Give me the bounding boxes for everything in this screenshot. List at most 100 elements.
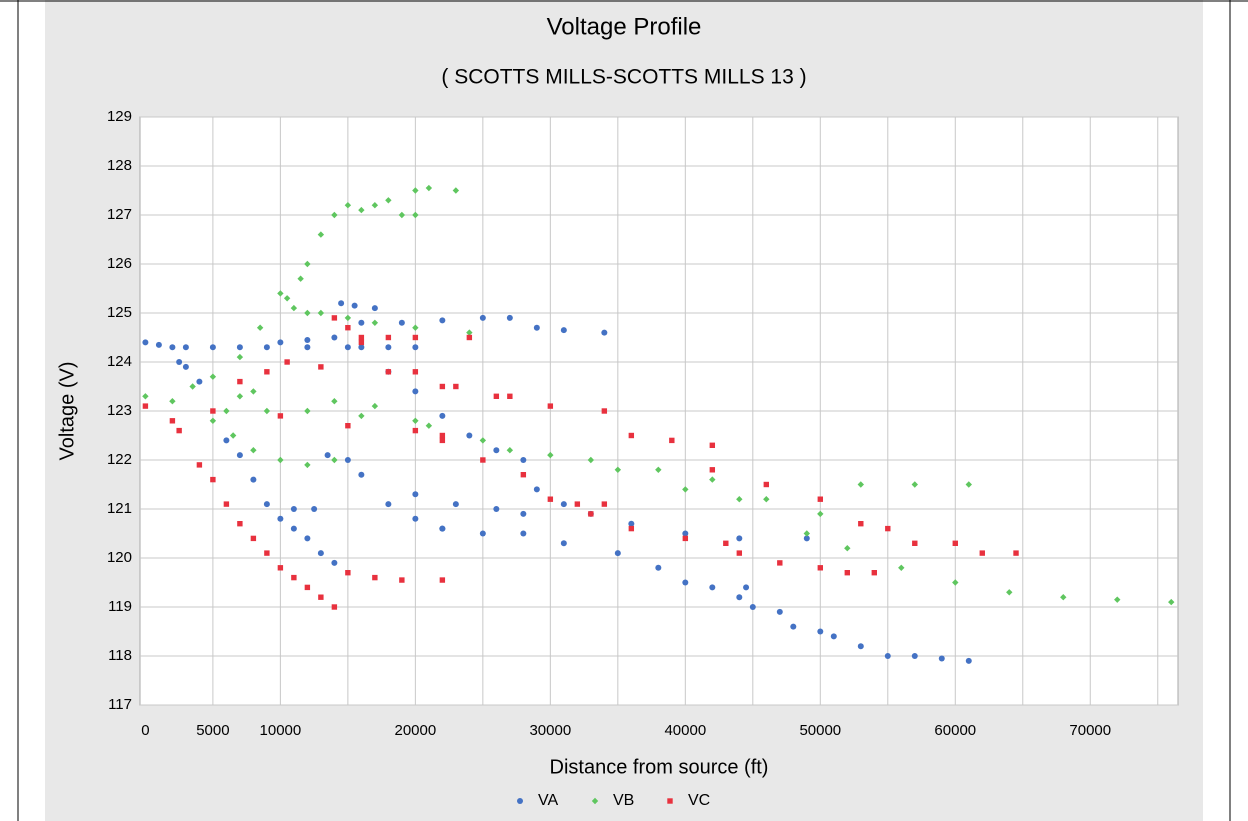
point <box>250 476 257 483</box>
y-tick-label: 121 <box>107 500 132 517</box>
point <box>304 336 311 343</box>
point <box>830 633 837 640</box>
point <box>520 457 527 463</box>
point <box>196 462 203 468</box>
point <box>297 275 304 282</box>
point <box>277 456 284 464</box>
point <box>236 393 244 400</box>
point <box>817 628 824 635</box>
point <box>560 501 567 508</box>
point <box>479 530 486 537</box>
point <box>284 359 290 365</box>
point <box>952 579 959 586</box>
point <box>398 319 405 326</box>
chart-title: Voltage Profile <box>547 13 702 40</box>
y-tick-label: 117 <box>108 696 132 713</box>
point <box>743 584 750 591</box>
point <box>601 501 608 507</box>
point <box>506 447 514 454</box>
point <box>965 657 972 664</box>
point <box>911 653 918 659</box>
point <box>979 550 985 556</box>
point <box>655 466 662 473</box>
point <box>709 467 716 473</box>
point <box>371 202 379 209</box>
point <box>169 398 176 405</box>
legend-marker <box>591 797 599 805</box>
point <box>304 344 311 351</box>
point <box>263 501 270 508</box>
point <box>155 341 162 348</box>
point <box>628 520 635 527</box>
point <box>331 315 338 321</box>
point <box>601 329 608 336</box>
point <box>547 496 554 502</box>
point <box>466 329 473 336</box>
point <box>803 530 811 537</box>
legend-label: VA <box>538 792 558 809</box>
point <box>682 579 689 586</box>
point <box>223 407 230 415</box>
point <box>371 319 379 326</box>
point <box>283 295 291 302</box>
point <box>176 359 183 365</box>
y-tick-label: 125 <box>107 304 132 321</box>
point <box>628 432 635 439</box>
x-tick-label: 60000 <box>934 722 976 739</box>
point <box>331 559 338 566</box>
point <box>466 432 473 439</box>
point <box>304 535 311 542</box>
point <box>479 314 486 321</box>
point <box>493 393 500 399</box>
point <box>358 344 365 351</box>
point <box>358 471 365 478</box>
point <box>439 432 446 439</box>
point <box>965 481 972 488</box>
point <box>425 422 433 429</box>
point <box>412 344 419 351</box>
point <box>331 398 338 405</box>
point <box>682 530 689 537</box>
point <box>911 481 918 488</box>
point <box>614 550 621 557</box>
point <box>479 437 487 444</box>
point <box>723 540 729 546</box>
point <box>817 565 824 571</box>
point <box>142 403 149 409</box>
point <box>371 305 378 312</box>
point <box>256 324 264 331</box>
point <box>398 211 406 219</box>
point <box>412 427 419 434</box>
point <box>439 317 446 324</box>
point <box>291 574 297 581</box>
y-tick-label: 127 <box>107 206 132 223</box>
y-tick-label: 122 <box>107 451 132 468</box>
point <box>776 608 783 615</box>
point <box>331 334 338 341</box>
point <box>412 324 419 331</box>
x-tick-label: 40000 <box>664 722 706 739</box>
point <box>709 584 716 591</box>
point <box>533 324 540 331</box>
point <box>344 314 352 322</box>
point <box>385 197 392 204</box>
point <box>574 501 581 507</box>
point <box>763 496 770 503</box>
point <box>318 594 324 600</box>
point <box>237 378 243 385</box>
point <box>290 304 298 312</box>
point <box>412 491 419 498</box>
point <box>412 388 419 395</box>
point <box>669 437 675 444</box>
y-tick-label: 120 <box>107 549 132 566</box>
point <box>264 369 270 375</box>
point <box>938 655 945 662</box>
x-tick-label: 5000 <box>196 722 229 739</box>
point <box>317 550 324 557</box>
point <box>763 481 770 488</box>
point <box>844 570 850 576</box>
point <box>169 344 176 351</box>
point <box>709 476 716 483</box>
point <box>331 604 338 610</box>
